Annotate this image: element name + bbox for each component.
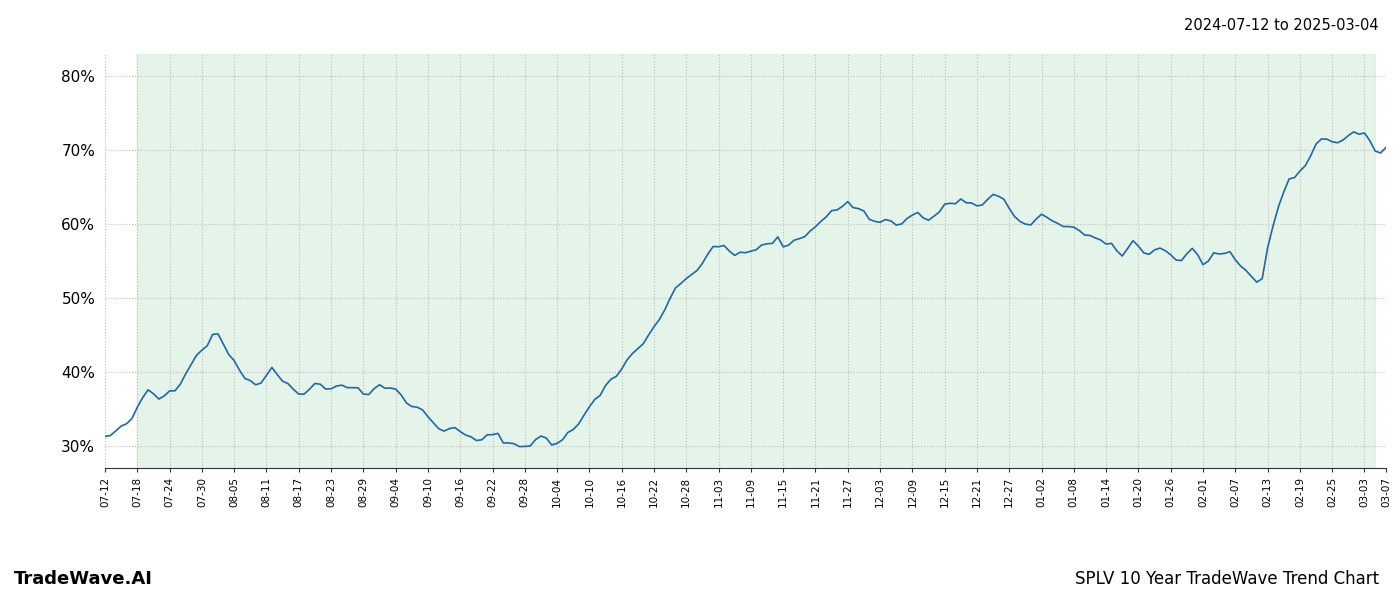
Text: TradeWave.AI: TradeWave.AI bbox=[14, 570, 153, 588]
Text: 2024-07-12 to 2025-03-04: 2024-07-12 to 2025-03-04 bbox=[1184, 18, 1379, 33]
Text: SPLV 10 Year TradeWave Trend Chart: SPLV 10 Year TradeWave Trend Chart bbox=[1075, 570, 1379, 588]
Bar bbox=[137, 54, 1375, 468]
